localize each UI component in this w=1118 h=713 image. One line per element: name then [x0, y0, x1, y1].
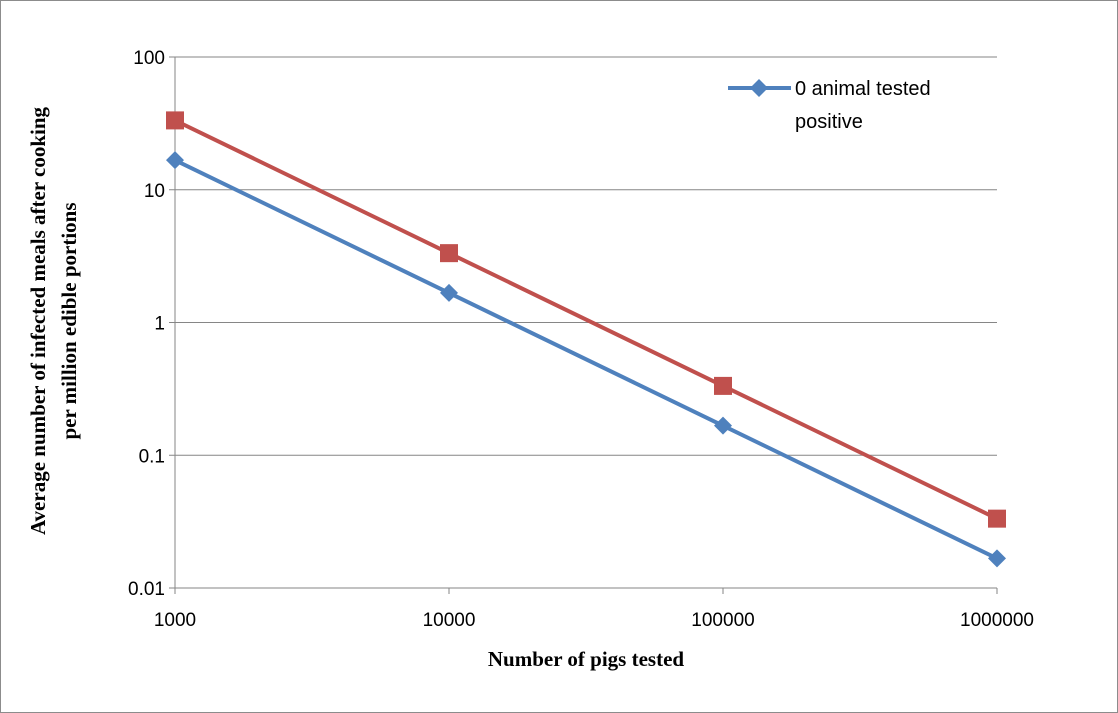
gridlines: [169, 56, 997, 589]
series-2-point-0: [166, 111, 184, 130]
y-tick-label: 1: [154, 314, 165, 335]
y-axis-title-line-2: per million edible portions: [57, 202, 81, 439]
legend-label-line-2: positive: [795, 111, 863, 133]
x-tick-labels: 1000 10000 100000 1000000: [154, 610, 1034, 631]
legend-label-line-1: 0 animal tested: [795, 78, 931, 100]
y-tick-labels: 0.01 0.1 1 10 100: [128, 48, 165, 600]
series-2-point-3: [988, 509, 1006, 528]
series-2-point-2: [714, 376, 732, 395]
series-line-1: [174, 158, 998, 561]
y-tick-label: 0.01: [128, 579, 165, 600]
axes: [174, 57, 998, 594]
x-tick-label: 100000: [691, 610, 754, 631]
series-1-point-3: [988, 549, 1006, 568]
x-axis-title: Number of pigs tested: [488, 647, 685, 671]
y-tick-label: 0.1: [139, 446, 165, 467]
legend-diamond-marker: [750, 79, 768, 97]
series-1-point-2: [714, 416, 732, 435]
legend: 0 animal tested positive: [728, 78, 931, 133]
x-tick-label: 1000: [154, 610, 196, 631]
series-1-point-1: [440, 283, 458, 302]
series-2-point-1: [440, 244, 458, 263]
y-tick-label: 10: [144, 181, 165, 202]
y-tick-label: 100: [133, 48, 165, 69]
x-tick-label: 10000: [423, 610, 476, 631]
series-1-point-0: [166, 151, 184, 170]
series-group: [166, 111, 1006, 568]
series-line-2: [174, 118, 998, 521]
x-tick-label: 1000000: [960, 610, 1034, 631]
y-axis-title-line-1: Average number of infected meals after c…: [26, 106, 50, 535]
